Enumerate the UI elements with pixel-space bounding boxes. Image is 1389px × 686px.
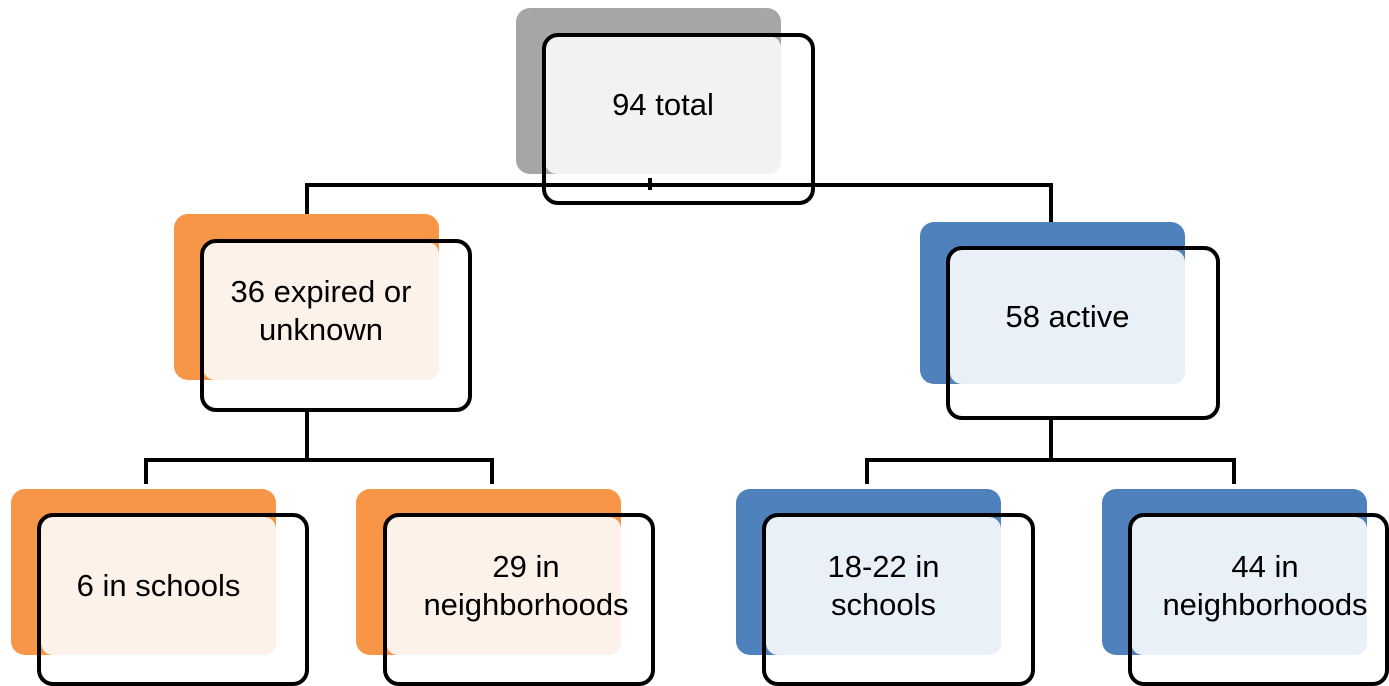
active-schools-node-frame [762, 513, 1035, 686]
active-schools-node-label: 18-22 in schools [827, 549, 940, 622]
expired-neighborhoods-node-label: 29 in neighborhoods [423, 549, 629, 622]
active-node-label: 58 active [1005, 299, 1130, 334]
active-schools-node-fill [766, 517, 1001, 655]
expired-node-fill [203, 242, 439, 380]
connector-expired-stem [305, 410, 309, 460]
expired-schools-node-frame [37, 513, 309, 686]
connector-expired-left-drop [144, 458, 148, 484]
root-node-label: 94 total [612, 87, 714, 122]
expired-schools-node-label: 6 in schools [76, 568, 241, 603]
connector-active-stem [1049, 418, 1053, 462]
root-node-frame [542, 33, 815, 205]
expired-node-frame [200, 239, 472, 412]
active-node-frame [946, 246, 1220, 420]
expired-schools-node-fill [41, 517, 276, 655]
expired-neighborhoods-node-frame [383, 513, 655, 686]
active-neighborhoods-node-label: 44 in neighborhoods [1162, 549, 1368, 622]
connector-active-left-drop [865, 458, 869, 484]
expired-neighborhoods-node-fill [386, 517, 621, 655]
connector-root-right-drop [1049, 183, 1053, 223]
connector-expired-bar [144, 458, 494, 462]
connector-root-bar [305, 183, 1053, 187]
root-node-fill [545, 36, 781, 174]
active-neighborhoods-node-frame [1128, 513, 1389, 686]
connector-active-right-drop [1232, 458, 1236, 484]
expired-node-label: 36 expired or unknown [230, 274, 412, 347]
connector-active-bar [865, 458, 1236, 462]
active-node-fill [950, 250, 1185, 384]
active-neighborhoods-node-fill [1131, 517, 1367, 655]
connector-expired-right-drop [490, 458, 494, 484]
connector-root-left-drop [305, 183, 309, 223]
